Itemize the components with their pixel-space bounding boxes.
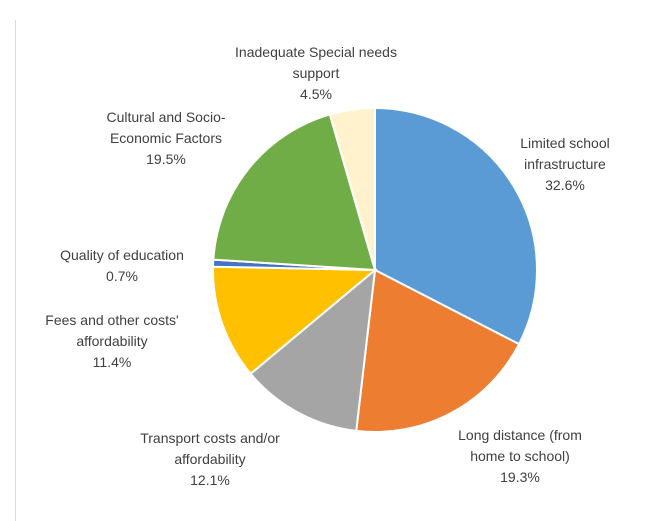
category-label: Transport costs and/or affordability [140,430,280,467]
value-label: 0.7% [106,268,138,284]
category-label: Fees and other costs' affordability [45,312,179,349]
slice-label: Transport costs and/or affordability 12.1… [125,428,295,491]
pie-slice [212,265,378,376]
value-label: 19.5% [146,151,186,167]
value-label: 4.5% [300,86,332,102]
category-label: Inadequate Special needs support [235,44,397,81]
value-label: 11.4% [92,354,132,370]
pie-slice [374,106,538,346]
pie-slice [328,106,376,271]
category-label: Quality of education [60,247,184,263]
category-label: Cultural and Socio-Economic Factors [106,109,226,146]
pie-slice [355,268,521,433]
slice-label: Quality of education 0.7% [42,245,202,287]
category-label: Long distance (from home to school) [458,427,582,464]
slice-label: Long distance (from home to school) 19.3% [445,425,595,488]
value-label: 12.1% [190,472,230,488]
slice-label: Fees and other costs' affordability 11.4% [22,310,202,373]
category-label: Limited school infrastructure [520,135,610,172]
pie-slice [212,113,377,272]
slice-label: Limited school infrastructure 32.6% [500,133,630,196]
slice-label: Inadequate Special needs support 4.5% [231,42,401,105]
slice-label: Cultural and Socio-Economic Factors 19.5% [91,107,241,170]
pie-slice [249,267,377,433]
value-label: 19.3% [500,469,540,485]
value-label: 32.6% [545,177,585,193]
